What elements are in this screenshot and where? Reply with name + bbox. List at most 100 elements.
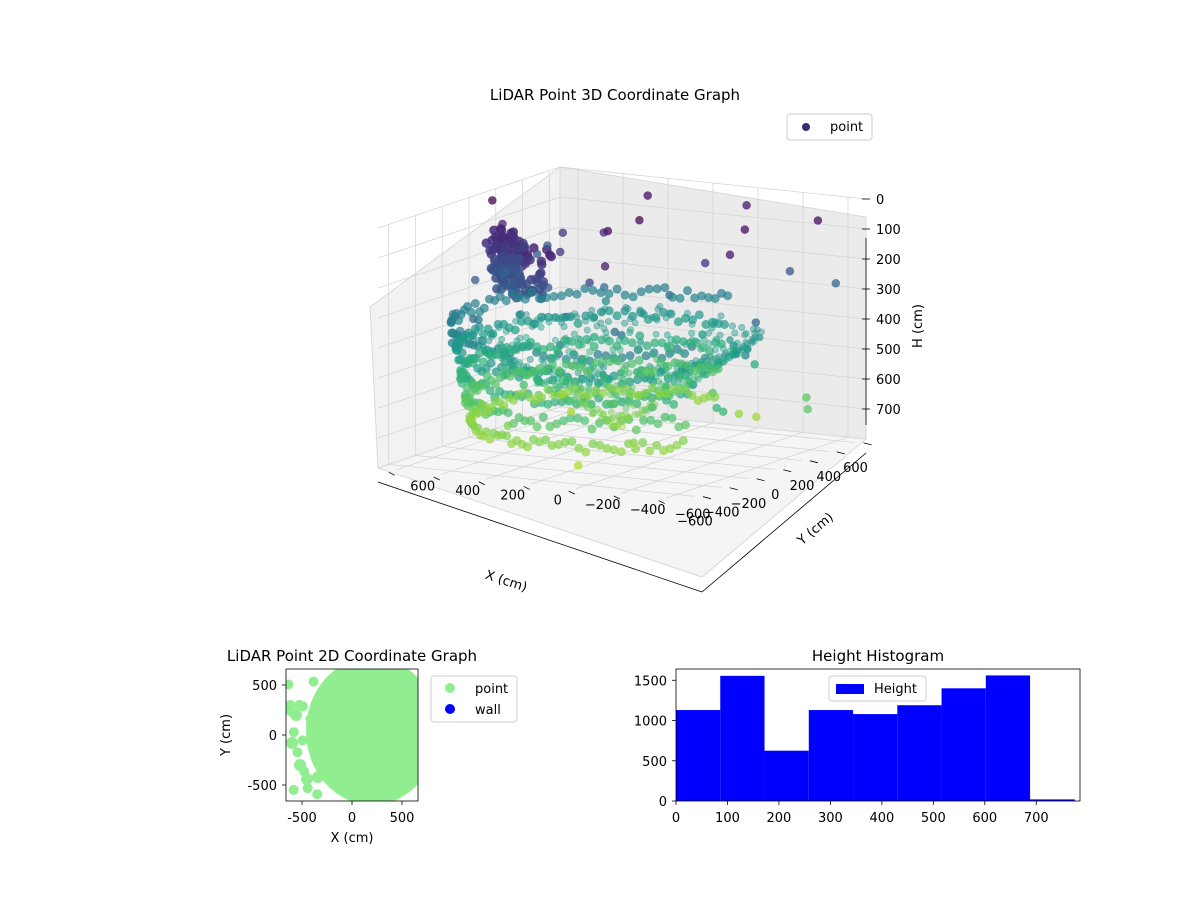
point-3d: [802, 393, 811, 402]
point-3d: [626, 389, 636, 399]
point-3d: [627, 338, 637, 348]
point-3d: [605, 383, 615, 393]
point-3d: [505, 232, 516, 242]
point-3d: [687, 390, 697, 400]
y-tick-label-2d-0: -500: [247, 779, 277, 794]
x-tick-label-5: 400: [816, 470, 841, 485]
point-2d-scatter: [297, 701, 308, 712]
legend-2d: point wall: [430, 675, 518, 723]
point-3d: [507, 346, 517, 356]
point-3d: [532, 277, 543, 288]
point-3d: [465, 389, 475, 399]
grid-z-200: [377, 226, 867, 289]
point-3d: [515, 359, 523, 367]
point-3d: [591, 373, 599, 381]
y-tick-label-3: 0: [554, 493, 562, 508]
x-tick-mark-0: [702, 496, 712, 500]
point-3d: [574, 443, 584, 453]
point-3d: [641, 351, 651, 361]
point-3d: [551, 336, 559, 344]
point-3d: [687, 381, 695, 389]
point-3d: [749, 325, 757, 333]
point-3d: [673, 317, 683, 327]
point-3d: [688, 329, 696, 337]
point-3d: [667, 413, 677, 423]
point-3d: [720, 354, 728, 362]
point-3d: [652, 330, 660, 338]
point-3d: [615, 373, 623, 381]
y-ticks-3d: −600 −400 −200 0 200 400 600: [388, 471, 711, 523]
point-3d: [603, 416, 611, 424]
point-3d: [573, 318, 583, 328]
point-3d: [585, 385, 593, 393]
point-3d: [649, 350, 657, 358]
x-tick-label-2d-1: 0: [348, 811, 356, 826]
point-3d: [664, 341, 674, 351]
point-3d: [541, 293, 551, 303]
point-3d: [467, 415, 477, 425]
x-tick-label-4: 200: [790, 479, 815, 494]
x-tick-label-0: −600: [677, 515, 713, 530]
point-3d: [556, 291, 566, 301]
point-3d: [488, 329, 498, 339]
hist-x-tick-label-4: 400: [869, 811, 894, 826]
point-3d: [547, 440, 557, 450]
point-3d: [549, 291, 559, 301]
point-3d: [675, 370, 683, 378]
point-3d: [575, 363, 585, 373]
point-3d: [604, 399, 612, 407]
y-axis-line: [701, 452, 867, 593]
point-3d: [625, 399, 633, 407]
point-3d: [646, 401, 654, 409]
point-3d: [658, 307, 668, 317]
point-3d: [587, 424, 597, 434]
point-3d: [498, 219, 507, 229]
point-3d: [643, 191, 653, 200]
point-3d: [612, 356, 622, 366]
point-3d: [570, 377, 578, 385]
point-3d: [520, 294, 530, 304]
point-3d: [604, 318, 612, 326]
point-3d: [558, 228, 568, 237]
point-3d: [546, 251, 557, 262]
point-3d: [660, 283, 670, 293]
point-3d: [813, 216, 823, 225]
point-3d: [487, 196, 497, 205]
point-3d: [663, 331, 671, 339]
point-3d: [498, 335, 506, 343]
histogram-bar-0: [676, 710, 721, 801]
histogram-frame: [675, 668, 1081, 802]
point-3d: [516, 334, 524, 342]
point-3d: [576, 390, 586, 400]
point-3d: [532, 375, 540, 383]
x-tick-mark-3: [783, 469, 792, 473]
grid-z-400: [377, 286, 867, 349]
z-ticks-3d: 0 100 200 300 400 500 600 700: [862, 193, 901, 418]
point-3d: [499, 401, 509, 411]
point-3d: [831, 278, 841, 288]
point-3d: [728, 322, 736, 330]
point-2d-7: [312, 771, 324, 783]
point-3d: [507, 252, 518, 263]
point-3d: [589, 341, 599, 351]
legend-2d-marker-point: [445, 683, 455, 693]
point-3d: [495, 373, 505, 383]
point-3d: [668, 292, 678, 302]
point-2d-scatter: [331, 755, 342, 766]
point-2d-scatter: [310, 699, 321, 710]
point-3d: [593, 405, 601, 413]
y-tick-label-4: 200: [500, 489, 525, 504]
point-3d: [474, 408, 484, 418]
point-2d-scatter: [329, 690, 340, 701]
point-3d: [470, 298, 480, 308]
y-tick-label-2d-1: 0: [269, 729, 277, 744]
x-tick-mark-6: [863, 442, 872, 446]
grid-z-0: [377, 166, 867, 229]
point-3d: [586, 348, 594, 356]
point-3d: [491, 283, 502, 294]
x-axis-label-2d: X (cm): [331, 831, 374, 846]
point-3d: [566, 407, 576, 417]
point-3d: [500, 240, 510, 251]
point-3d: [588, 285, 598, 295]
